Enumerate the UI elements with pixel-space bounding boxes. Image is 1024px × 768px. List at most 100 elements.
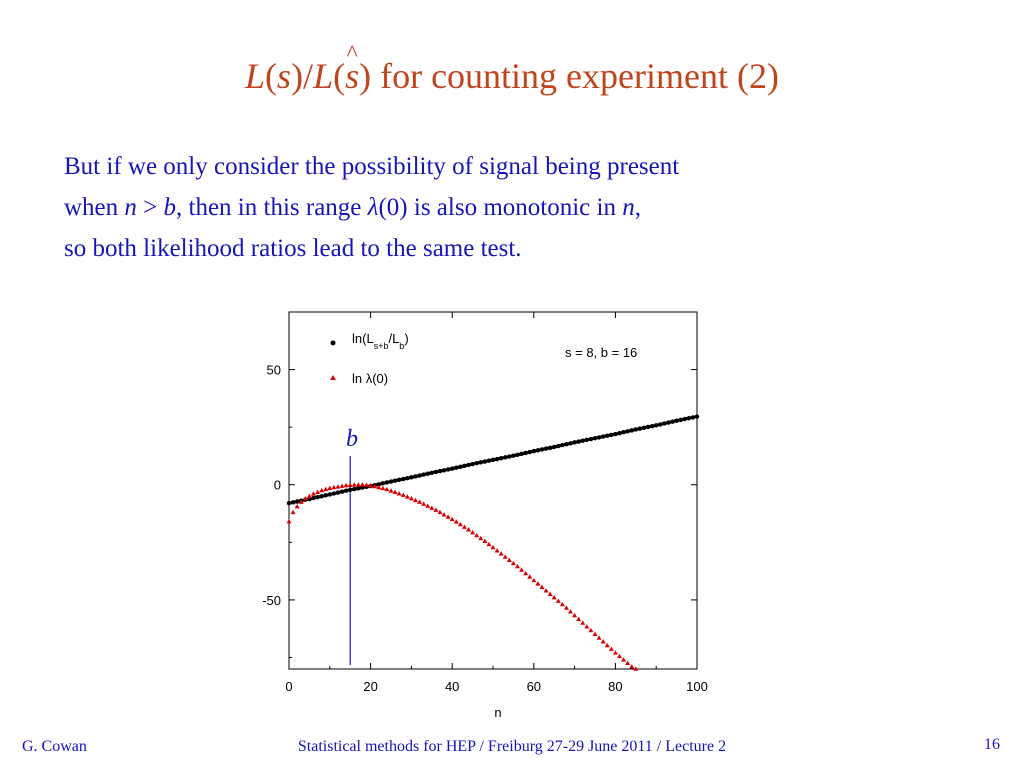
data-point-llr: [388, 479, 394, 484]
data-point-llr: [658, 422, 663, 427]
data-point-llr: [649, 423, 655, 429]
data-point-llr: [294, 499, 300, 504]
data-point-lnlambda: [527, 574, 533, 579]
data-point-llr: [678, 417, 683, 423]
title-s-hat: s: [345, 41, 359, 97]
data-point-lnlambda: [364, 482, 370, 487]
data-point-lnlambda: [510, 560, 516, 566]
body-l2-a: when: [64, 194, 125, 221]
data-point-llr: [348, 487, 353, 493]
data-point-llr: [458, 464, 463, 469]
body-l2-lambda: λ: [367, 194, 379, 221]
data-point-llr: [335, 490, 341, 495]
data-point-llr: [327, 492, 332, 497]
data-point-lnlambda: [466, 527, 472, 532]
data-point-llr: [507, 454, 512, 459]
data-point-lnlambda: [498, 551, 504, 556]
x-tick-label: 60: [527, 679, 541, 694]
data-point-lnlambda: [335, 484, 341, 489]
data-point-lnlambda: [372, 483, 378, 489]
data-point-lnlambda: [392, 489, 398, 495]
data-point-llr: [617, 430, 622, 436]
data-point-lnlambda: [584, 624, 590, 629]
footer-author: G. Cowan: [22, 738, 87, 755]
data-point-llr: [450, 466, 455, 471]
data-point-llr: [486, 458, 492, 463]
data-point-lnlambda: [347, 482, 353, 487]
data-point-llr: [384, 480, 390, 485]
data-point-lnlambda: [592, 631, 598, 636]
data-point-llr: [441, 468, 447, 473]
data-point-llr: [437, 468, 443, 474]
data-point-llr: [511, 453, 516, 458]
data-point-llr: [319, 494, 324, 499]
data-point-llr: [576, 439, 581, 444]
body-l2-d: (0) is also monotonic in: [378, 194, 623, 221]
data-point-llr: [421, 472, 426, 477]
x-tick-label: 0: [285, 679, 292, 694]
title-L1: L: [245, 56, 266, 96]
data-point-llr: [515, 452, 520, 457]
data-point-llr: [474, 460, 479, 466]
data-point-llr: [315, 494, 320, 500]
y-tick-label: -50: [262, 593, 281, 608]
data-point-llr: [535, 448, 541, 453]
data-point-lnlambda: [453, 519, 459, 524]
data-point-lnlambda: [376, 484, 382, 490]
slide-body: But if we only consider the possibility …: [64, 146, 964, 269]
x-tick-label: 80: [608, 679, 622, 694]
data-point-llr: [523, 450, 528, 456]
data-point-lnlambda: [608, 646, 614, 651]
data-point-llr: [392, 478, 398, 483]
data-point-lnlambda: [543, 588, 549, 593]
data-point-lnlambda: [449, 516, 455, 522]
data-point-lnlambda: [470, 529, 476, 535]
data-point-lnlambda: [461, 524, 467, 529]
data-point-lnlambda: [519, 567, 525, 572]
data-point-lnlambda: [621, 657, 627, 662]
data-point-llr: [466, 462, 471, 468]
data-point-llr: [686, 416, 692, 421]
data-point-lnlambda: [315, 489, 321, 495]
data-point-llr: [674, 418, 679, 423]
data-point-lnlambda: [486, 541, 492, 547]
data-point-lnlambda: [596, 635, 602, 640]
data-point-llr: [543, 446, 549, 451]
data-point-lnlambda: [343, 482, 349, 488]
data-point-llr: [596, 435, 602, 440]
data-point-lnlambda: [302, 495, 308, 501]
data-point-lnlambda: [433, 507, 439, 512]
data-point-lnlambda: [502, 554, 508, 559]
data-point-llr: [413, 474, 418, 479]
data-point-llr: [694, 414, 700, 419]
data-point-llr: [564, 442, 569, 447]
data-point-lnlambda: [523, 570, 529, 576]
data-point-llr: [584, 437, 590, 443]
data-point-llr: [547, 445, 553, 450]
data-point-llr: [568, 441, 573, 446]
data-point-llr: [433, 469, 439, 475]
data-point-llr: [376, 482, 381, 487]
data-point-llr: [482, 459, 488, 464]
data-point-lnlambda: [474, 532, 480, 538]
data-point-llr: [654, 423, 659, 428]
data-point-llr: [552, 444, 557, 450]
data-point-llr: [625, 429, 630, 434]
data-point-llr: [405, 476, 410, 481]
data-point-llr: [286, 500, 292, 506]
data-point-llr: [556, 443, 561, 449]
data-point-lnlambda: [421, 501, 427, 506]
body-l2-c: , then in this range: [176, 194, 368, 221]
data-point-lnlambda: [323, 486, 329, 492]
data-point-lnlambda: [494, 548, 500, 553]
data-point-llr: [621, 430, 626, 435]
data-point-llr: [645, 424, 651, 430]
title-s: s: [277, 56, 292, 96]
body-line-2: when n > b, then in this range λ(0) is a…: [64, 187, 964, 228]
data-point-llr: [356, 486, 361, 491]
data-point-llr: [343, 488, 349, 493]
data-point-llr: [519, 451, 524, 457]
legend-marker-series1: [330, 340, 336, 346]
data-point-lnlambda: [404, 494, 410, 499]
